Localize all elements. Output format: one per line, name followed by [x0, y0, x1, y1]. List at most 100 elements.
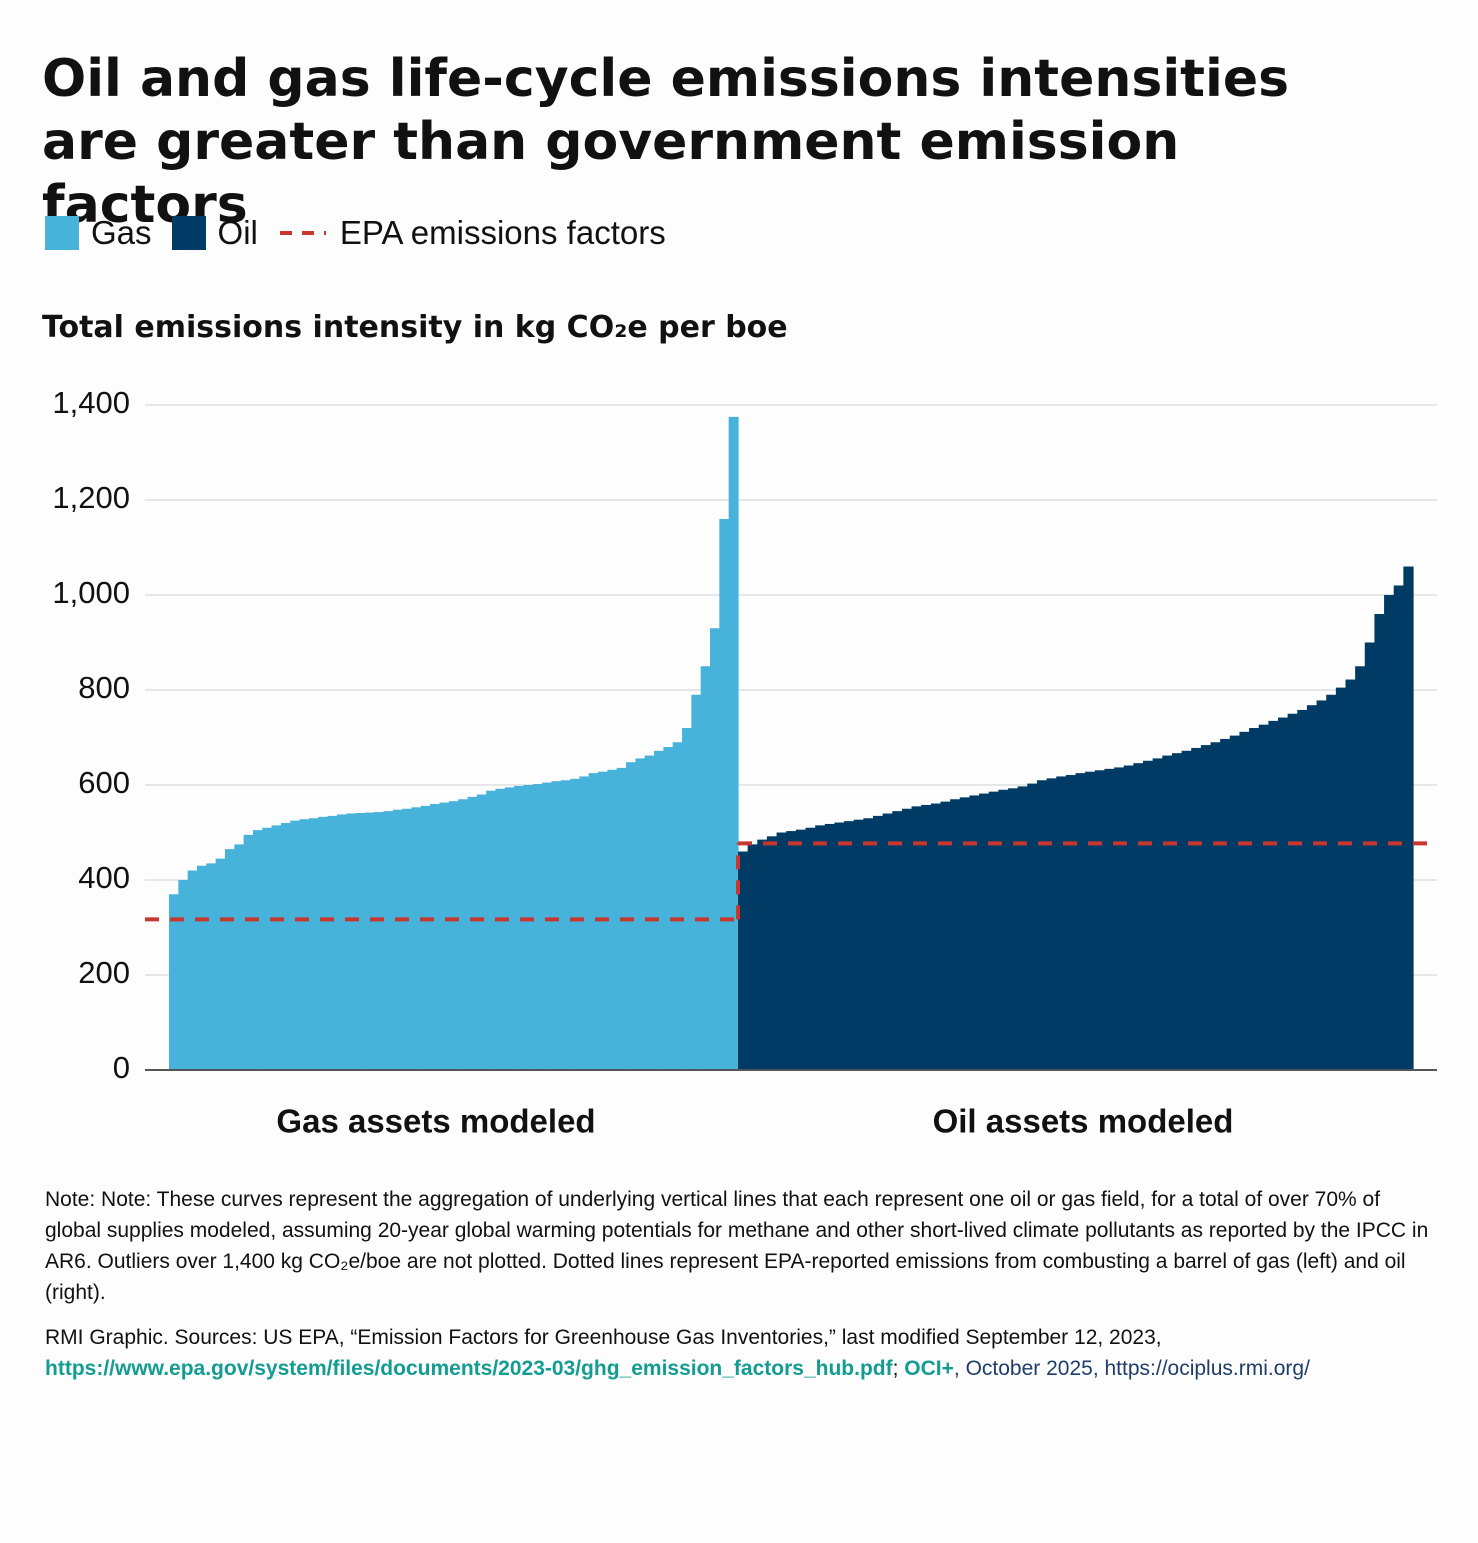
bar — [1162, 755, 1173, 1070]
bar — [1278, 717, 1289, 1070]
group-label: Oil assets modeled — [933, 1103, 1234, 1140]
bar — [346, 813, 357, 1070]
bar — [206, 863, 217, 1070]
bar — [979, 793, 990, 1070]
bar — [1085, 771, 1096, 1070]
bar — [682, 728, 692, 1070]
bar — [626, 762, 636, 1070]
source-text: RMI Graphic. Sources: US EPA, “Emission … — [45, 1326, 1162, 1349]
bar — [458, 799, 469, 1070]
bar — [1046, 778, 1057, 1070]
bar — [532, 784, 543, 1070]
bar — [234, 844, 245, 1070]
bar — [1287, 713, 1298, 1070]
bar — [1171, 753, 1183, 1070]
bar — [834, 822, 845, 1070]
legend-label: EPA emissions factors — [339, 214, 666, 251]
source: RMI Graphic. Sources: US EPA, “Emission … — [45, 1322, 1345, 1384]
source-link[interactable]: OCI+ — [904, 1357, 954, 1380]
bar — [1326, 694, 1337, 1070]
bar — [1008, 788, 1019, 1070]
bar — [1133, 763, 1144, 1070]
bar — [1114, 767, 1125, 1070]
bar — [921, 804, 932, 1070]
bar — [1181, 750, 1192, 1070]
bar — [1123, 765, 1134, 1070]
y-tick-label: 600 — [78, 765, 130, 800]
bar — [271, 825, 282, 1070]
y-tick-label: 0 — [113, 1050, 130, 1085]
bar — [892, 811, 903, 1070]
bar — [786, 831, 797, 1070]
bar — [988, 791, 999, 1070]
bar — [1355, 666, 1366, 1070]
bar — [998, 789, 1009, 1070]
bar — [560, 780, 571, 1070]
bar — [824, 823, 836, 1070]
y-tick-label: 200 — [78, 955, 130, 990]
bar — [795, 829, 807, 1070]
bar — [1403, 566, 1414, 1070]
bar — [728, 416, 739, 1070]
bar — [1229, 735, 1241, 1070]
bar — [940, 801, 951, 1070]
chart: 0 200 400 600 800 1,000 1,200 1,400 Gas assets m… — [52, 385, 1437, 1140]
bar — [383, 811, 394, 1070]
bar — [420, 805, 431, 1070]
bar — [178, 880, 189, 1070]
bar — [766, 836, 778, 1070]
y-tick-label: 1,200 — [52, 480, 130, 515]
bar — [1239, 731, 1250, 1070]
bar — [169, 894, 179, 1070]
bar — [514, 785, 525, 1070]
y-tick-label: 1,000 — [52, 575, 130, 610]
bar — [1249, 728, 1260, 1070]
legend-label: Oil — [217, 214, 258, 251]
bar — [355, 813, 366, 1070]
bar — [1316, 700, 1327, 1070]
bar — [882, 813, 893, 1070]
bar — [374, 812, 385, 1070]
bar — [252, 830, 263, 1070]
bar — [672, 742, 683, 1070]
bar — [1056, 776, 1067, 1070]
legend-swatch — [45, 216, 79, 250]
bar — [336, 814, 347, 1070]
bar — [1297, 709, 1308, 1070]
bar — [1200, 745, 1212, 1070]
bar — [486, 790, 497, 1070]
bar — [663, 747, 674, 1070]
bar — [187, 870, 198, 1070]
bar — [644, 755, 655, 1070]
bar — [280, 823, 291, 1070]
y-tick-label: 800 — [78, 670, 130, 705]
source-link[interactable]: https://www.epa.gov/system/files/documen… — [45, 1357, 893, 1380]
bar — [710, 628, 720, 1070]
bar — [1036, 780, 1048, 1070]
bar — [402, 808, 413, 1070]
bar — [844, 821, 855, 1070]
bar — [1384, 595, 1395, 1070]
bar — [448, 801, 459, 1070]
bar — [700, 666, 711, 1070]
bar — [747, 844, 758, 1070]
bar — [262, 827, 273, 1070]
chart-title: Oil and gas life-cycle emissions intensi… — [42, 49, 1290, 235]
bar — [1143, 760, 1154, 1070]
y-axis-title: Total emissions intensity in kg CO₂e per… — [42, 310, 788, 345]
bar — [1364, 642, 1376, 1070]
bar — [691, 694, 702, 1070]
bar — [290, 820, 301, 1070]
bar — [579, 776, 590, 1070]
bar — [873, 815, 884, 1070]
bar — [1094, 770, 1106, 1070]
bar — [1374, 614, 1385, 1070]
bar — [1220, 738, 1231, 1070]
group-label: Gas assets modeled — [276, 1103, 595, 1140]
bar — [392, 809, 403, 1070]
bar — [1027, 783, 1038, 1070]
legend-swatch — [171, 216, 206, 250]
bar — [243, 834, 254, 1070]
bar — [196, 865, 207, 1070]
